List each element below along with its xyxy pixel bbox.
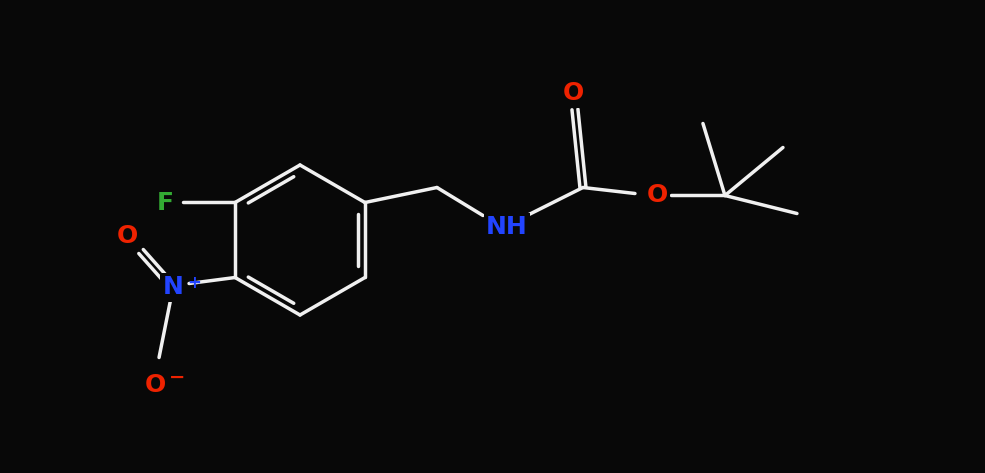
Text: O: O <box>562 81 583 105</box>
Text: −: − <box>169 368 185 387</box>
Text: O: O <box>646 184 668 208</box>
Text: N: N <box>163 275 183 299</box>
Text: NH: NH <box>486 216 528 239</box>
Text: +: + <box>187 274 201 292</box>
Text: O: O <box>145 373 165 396</box>
Text: O: O <box>116 224 138 247</box>
Text: F: F <box>157 191 173 214</box>
